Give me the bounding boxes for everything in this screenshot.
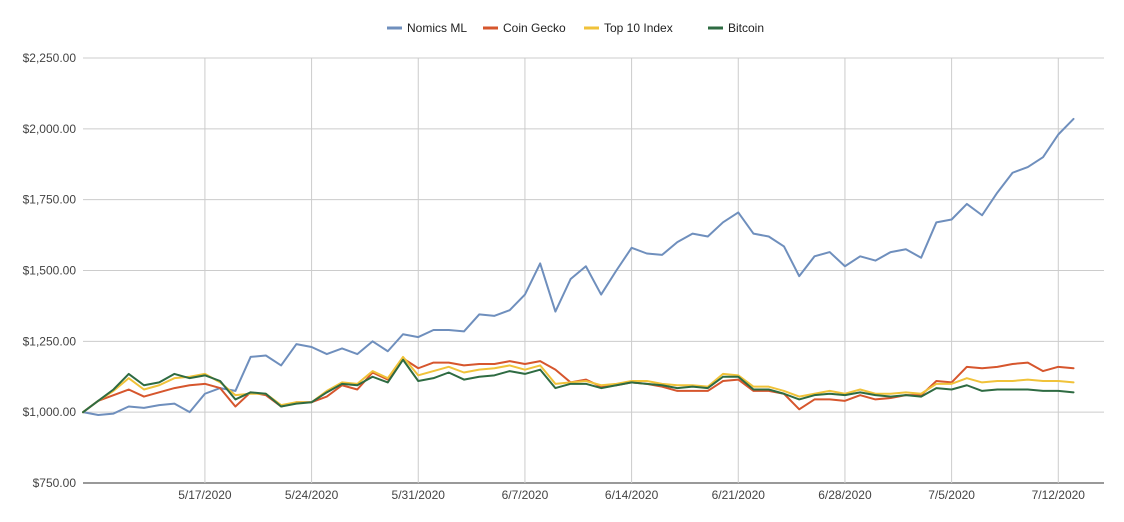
y-tick-label: $1,000.00 xyxy=(23,405,77,419)
legend: Nomics ML Coin Gecko Top 10 Index Bitcoin xyxy=(387,21,764,35)
x-tick-label: 6/28/2020 xyxy=(818,488,872,502)
legend-label: Nomics ML xyxy=(407,21,467,35)
y-axis-ticks: $750.00 $1,000.00 $1,250.00 $1,500.00 $1,750… xyxy=(23,51,77,490)
x-tick-label: 5/31/2020 xyxy=(392,488,446,502)
legend-item: Coin Gecko xyxy=(483,21,566,35)
series-line-nomics-ml xyxy=(82,117,1075,416)
x-tick-label: 6/21/2020 xyxy=(712,488,766,502)
x-tick-label: 6/7/2020 xyxy=(502,488,549,502)
legend-label: Bitcoin xyxy=(728,21,764,35)
x-tick-label: 5/24/2020 xyxy=(285,488,339,502)
y-tick-label: $1,500.00 xyxy=(23,264,77,278)
series-line-coin-gecko xyxy=(82,357,1075,414)
legend-item: Nomics ML xyxy=(387,21,467,35)
x-tick-label: 6/14/2020 xyxy=(605,488,659,502)
legend-label: Coin Gecko xyxy=(503,21,566,35)
legend-label: Top 10 Index xyxy=(604,21,673,35)
x-tick-label: 7/12/2020 xyxy=(1032,488,1086,502)
y-tick-label: $2,250.00 xyxy=(23,51,77,65)
y-tick-label: $2,000.00 xyxy=(23,122,77,136)
x-tick-label: 5/17/2020 xyxy=(178,488,232,502)
series-lines xyxy=(82,117,1075,416)
y-tick-label: $750.00 xyxy=(33,476,77,490)
x-tick-label: 7/5/2020 xyxy=(928,488,975,502)
legend-item: Top 10 Index xyxy=(584,21,673,35)
series-line-bitcoin xyxy=(82,358,1075,414)
gridlines xyxy=(83,57,1104,484)
y-tick-label: $1,250.00 xyxy=(23,334,77,348)
y-tick-label: $1,750.00 xyxy=(23,193,77,207)
legend-item: Bitcoin xyxy=(708,21,764,35)
x-axis-ticks: 5/17/2020 5/24/2020 5/31/2020 6/7/2020 6/14/… xyxy=(178,488,1085,502)
